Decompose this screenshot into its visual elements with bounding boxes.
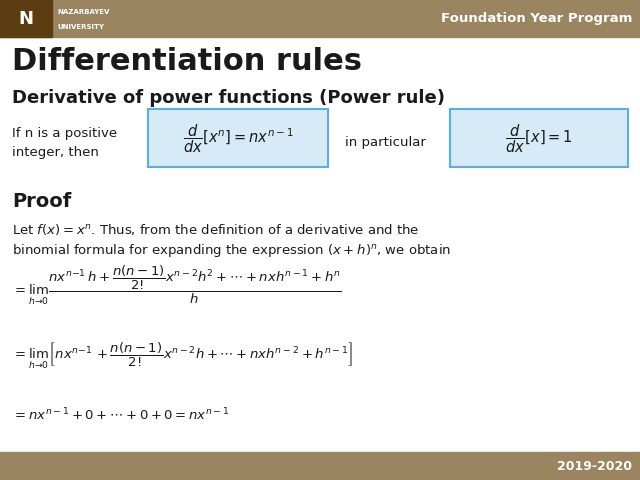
Bar	[0, 452, 640, 480]
FancyBboxPatch shape	[148, 109, 328, 168]
Text: $= \lim_{h \to 0} \left[ nx^{n-1} + \dfrac{n(n-1)}{2!}x^{n-2}h + \cdots + nxh^{n: $= \lim_{h \to 0} \left[ nx^{n-1} + \dfr…	[12, 340, 353, 371]
Text: Proof: Proof	[12, 192, 71, 211]
FancyBboxPatch shape	[450, 109, 628, 168]
Text: If n is a positive
integer, then: If n is a positive integer, then	[12, 127, 117, 159]
Text: N: N	[19, 10, 33, 28]
Text: 2019-2020: 2019-2020	[557, 459, 632, 473]
Text: $\dfrac{d}{dx}[x] = 1$: $\dfrac{d}{dx}[x] = 1$	[505, 122, 573, 155]
Text: $\dfrac{d}{dx}[x^n] = nx^{n-1}$: $\dfrac{d}{dx}[x^n] = nx^{n-1}$	[182, 122, 293, 155]
Text: NAZARBAYEV: NAZARBAYEV	[57, 9, 109, 15]
Text: Differentiation rules: Differentiation rules	[12, 48, 362, 76]
Bar	[0, 0, 52, 37]
Text: Foundation Year Program: Foundation Year Program	[440, 12, 632, 25]
Text: binomial formula for expanding the expression $(x + h)^n$, we obtain: binomial formula for expanding the expre…	[12, 242, 451, 259]
Text: UNIVERSITY: UNIVERSITY	[57, 24, 104, 30]
Bar	[0, 0, 640, 37]
Text: Derivative of power functions (Power rule): Derivative of power functions (Power rul…	[12, 89, 445, 108]
Text: $= \lim_{h \to 0} \dfrac{nx^{n-1}h + \dfrac{n(n-1)}{2!}x^{n-2}h^2 + \cdots + nxh: $= \lim_{h \to 0} \dfrac{nx^{n-1}h + \df…	[12, 264, 342, 307]
Text: Let $f(x) = x^n$. Thus, from the definition of a derivative and the: Let $f(x) = x^n$. Thus, from the definit…	[12, 222, 419, 238]
Text: $= nx^{n-1} + 0 + \cdots + 0 + 0 = nx^{n-1}$: $= nx^{n-1} + 0 + \cdots + 0 + 0 = nx^{n…	[12, 407, 230, 424]
Text: in particular: in particular	[345, 136, 426, 149]
